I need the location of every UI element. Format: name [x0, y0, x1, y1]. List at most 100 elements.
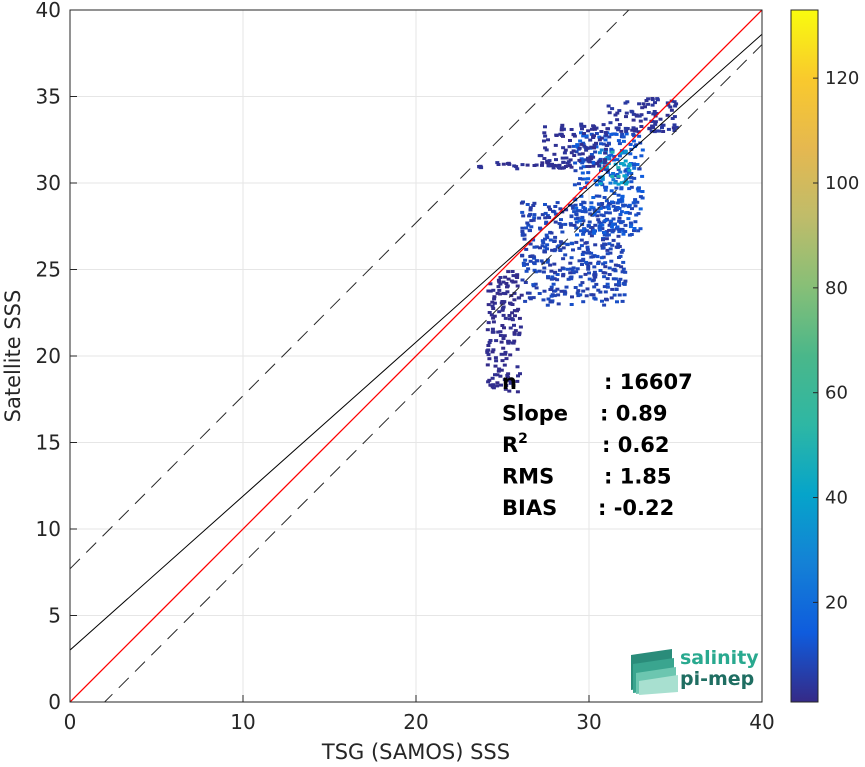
density-cell [646, 102, 651, 106]
density-cell [574, 206, 579, 210]
density-cell [563, 222, 568, 226]
density-cell [633, 220, 638, 224]
density-cell [491, 330, 496, 334]
density-cell [569, 215, 574, 219]
density-cell [618, 200, 623, 204]
density-cell [602, 275, 607, 279]
density-cell [613, 113, 618, 117]
density-cell [503, 316, 508, 320]
density-cell [500, 324, 505, 327]
density-cell [582, 207, 587, 211]
density-cell [633, 199, 638, 203]
density-cell [594, 141, 598, 145]
colorbar-gradient [790, 9, 819, 703]
density-cell [579, 229, 583, 233]
density-cell [537, 269, 542, 273]
density-cell [602, 196, 607, 199]
density-cell [501, 305, 506, 309]
density-cell [508, 301, 512, 305]
density-cell [585, 245, 590, 249]
density-cell [611, 217, 616, 221]
density-cell [504, 282, 509, 285]
density-cell [657, 129, 662, 133]
density-cell [609, 259, 614, 263]
density-cell [581, 219, 586, 223]
density-cell [668, 105, 673, 109]
density-cell [604, 230, 609, 234]
density-cell [494, 339, 499, 343]
density-cell [548, 207, 552, 211]
density-cell [601, 271, 606, 275]
density-cell [612, 192, 617, 195]
density-cell [549, 294, 554, 298]
density-cell [609, 153, 614, 157]
density-cell [496, 369, 501, 373]
density-cell [634, 143, 639, 147]
density-cell [551, 209, 555, 213]
density-cell [614, 288, 619, 291]
density-cell [605, 168, 610, 172]
density-cell [618, 170, 623, 174]
density-cell [573, 203, 578, 207]
density-cell [612, 293, 617, 297]
density-cell [595, 255, 600, 259]
density-cell [615, 201, 620, 205]
density-cell [605, 252, 610, 256]
density-cell [494, 359, 499, 363]
density-cell [615, 118, 620, 122]
density-cell [600, 202, 605, 205]
density-cell [612, 174, 617, 178]
density-cell [601, 142, 606, 146]
density-cell [593, 150, 598, 154]
density-cell [627, 170, 631, 174]
density-cell [570, 204, 575, 208]
density-cell [491, 316, 496, 320]
density-cell [522, 263, 526, 267]
density-cell [582, 124, 587, 128]
density-cell [552, 163, 557, 167]
density-cell [569, 275, 574, 279]
density-cell [486, 353, 491, 357]
density-cell [640, 106, 645, 110]
density-cell [485, 350, 490, 354]
density-cell [672, 100, 677, 104]
density-cell [499, 352, 504, 356]
density-cell [495, 381, 500, 385]
density-cell [610, 223, 615, 226]
stats-box: n: 16607 Slope: 0.89 R2: 0.62 RMS: 1.85 BIAS… [502, 370, 693, 520]
density-cell [639, 125, 644, 128]
density-cell [485, 363, 490, 367]
density-cell [607, 111, 612, 115]
density-cell [571, 144, 576, 148]
density-cell [616, 139, 621, 143]
density-cell [620, 270, 625, 274]
density-cell [597, 164, 602, 168]
density-cell [605, 285, 610, 289]
density-cell [653, 101, 657, 105]
density-cell [666, 103, 671, 107]
density-cell [613, 132, 617, 136]
density-cell [582, 230, 586, 234]
density-cell [643, 117, 648, 121]
x-tick-label: 20 [403, 710, 428, 734]
density-cell [516, 374, 520, 378]
density-cell [600, 299, 604, 303]
density-cell [520, 253, 525, 257]
density-cell [593, 223, 598, 227]
y-axis-ticks: 0 5 10 15 20 25 30 35 40 [36, 0, 77, 714]
density-cell [617, 230, 622, 234]
density-cell [612, 267, 617, 271]
density-cell [587, 277, 592, 281]
density-cell [568, 139, 572, 142]
density-cell [631, 139, 636, 143]
density-cell [607, 266, 612, 270]
density-cell [507, 389, 512, 393]
density-cell [579, 166, 584, 170]
density-cell [611, 204, 616, 208]
density-cell [587, 271, 591, 275]
density-cell [572, 223, 577, 227]
density-cell [607, 211, 612, 215]
density-cell [528, 242, 533, 246]
density-cell [553, 220, 558, 224]
density-cell [486, 289, 491, 293]
